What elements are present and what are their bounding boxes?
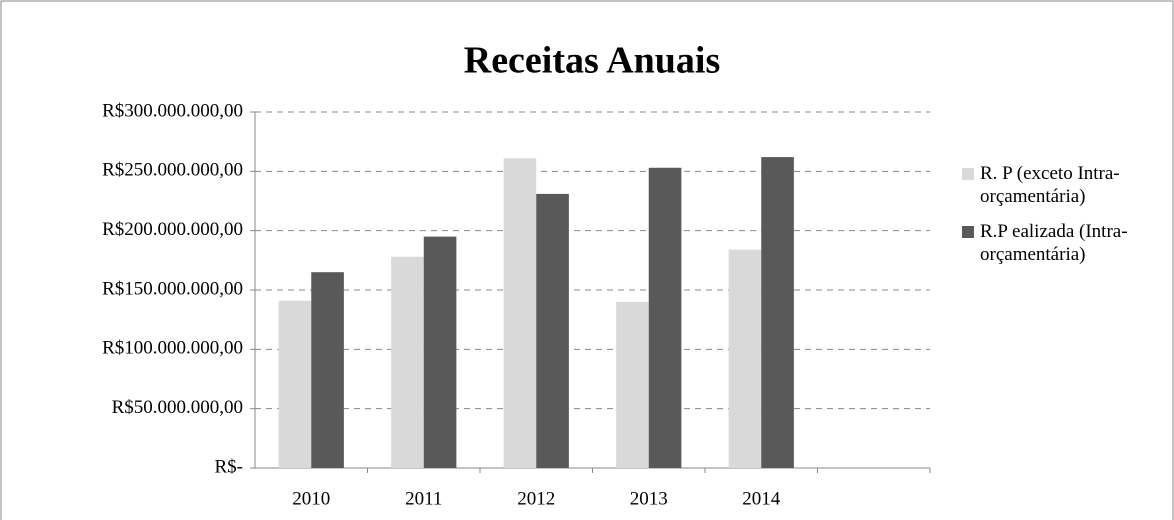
legend-item: R. P (exceto Intra-orçamentária)	[962, 162, 1172, 208]
legend-swatch	[962, 168, 974, 180]
y-tick-label: R$200.000.000,00	[102, 219, 243, 240]
legend-label: R.P ealizada (Intra-orçamentária)	[980, 221, 1128, 265]
bar	[536, 193, 569, 468]
y-tick-label: R$150.000.000,00	[102, 278, 243, 299]
x-tick-label: 2013	[630, 488, 668, 509]
x-tick-label: 2014	[742, 488, 781, 509]
y-tick-label: R$100.000.000,00	[102, 338, 243, 359]
bar	[761, 157, 794, 469]
y-tick-label: R$250.000.000,00	[102, 160, 243, 181]
bar	[503, 158, 537, 468]
x-tick-label: 2010	[292, 488, 330, 509]
bar	[616, 301, 649, 468]
legend-label: R. P (exceto Intra-orçamentária)	[980, 163, 1120, 207]
legend-item: R.P ealizada (Intra-orçamentária)	[962, 220, 1172, 266]
bar	[423, 236, 457, 468]
x-tick-label: 2012	[517, 488, 555, 509]
chart-title: Receitas Anuais	[464, 40, 721, 82]
x-tick-label: 2011	[405, 488, 442, 509]
bar	[311, 272, 344, 468]
y-tick-label: R$50.000.000,00	[112, 397, 243, 418]
bar	[728, 249, 762, 468]
bar	[391, 256, 424, 468]
bar	[278, 300, 312, 468]
y-tick-label: R$300.000.000,00	[102, 100, 243, 121]
legend: R. P (exceto Intra-orçamentária) R.P eali…	[962, 162, 1172, 278]
y-tick-label: R$-	[215, 456, 244, 477]
bar	[648, 167, 682, 469]
legend-swatch	[962, 226, 974, 238]
